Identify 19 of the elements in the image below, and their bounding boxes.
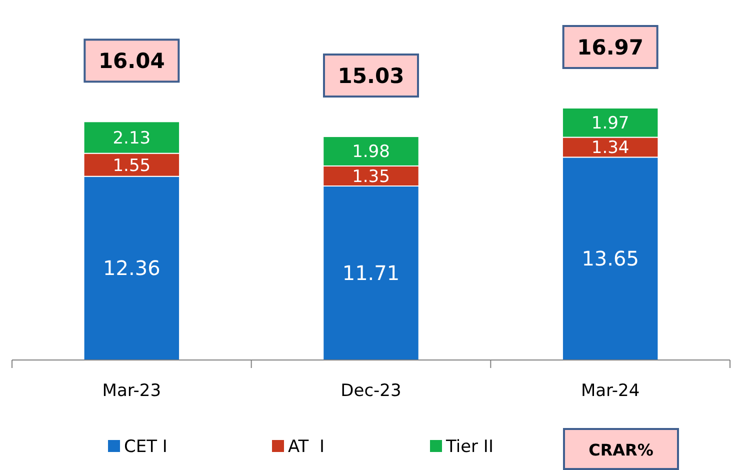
x-tick-label: Mar-24: [580, 381, 640, 401]
data-label: 11.71: [342, 261, 400, 286]
data-label: 1.35: [352, 166, 390, 187]
data-label: 1.98: [352, 142, 390, 162]
data-label: 12.36: [103, 256, 160, 280]
total-label: 16.97: [577, 35, 644, 60]
data-label: 1.34: [591, 138, 630, 158]
data-label: 2.13: [112, 128, 151, 148]
total-label: 16.04: [98, 49, 165, 74]
legend-label: CET I: [124, 436, 168, 457]
text: CRAR%: [588, 440, 654, 460]
legend-label: Tier II: [445, 436, 494, 457]
data-label: 1.55: [112, 156, 151, 176]
data-label: 13.65: [582, 246, 639, 271]
x-tick-label: Mar-23: [102, 381, 162, 401]
data-label: 1.97: [591, 114, 630, 134]
x-tick-label: Dec-23: [340, 381, 402, 401]
legend-label: AT I: [288, 436, 325, 457]
total-label: 15.03: [338, 64, 404, 88]
